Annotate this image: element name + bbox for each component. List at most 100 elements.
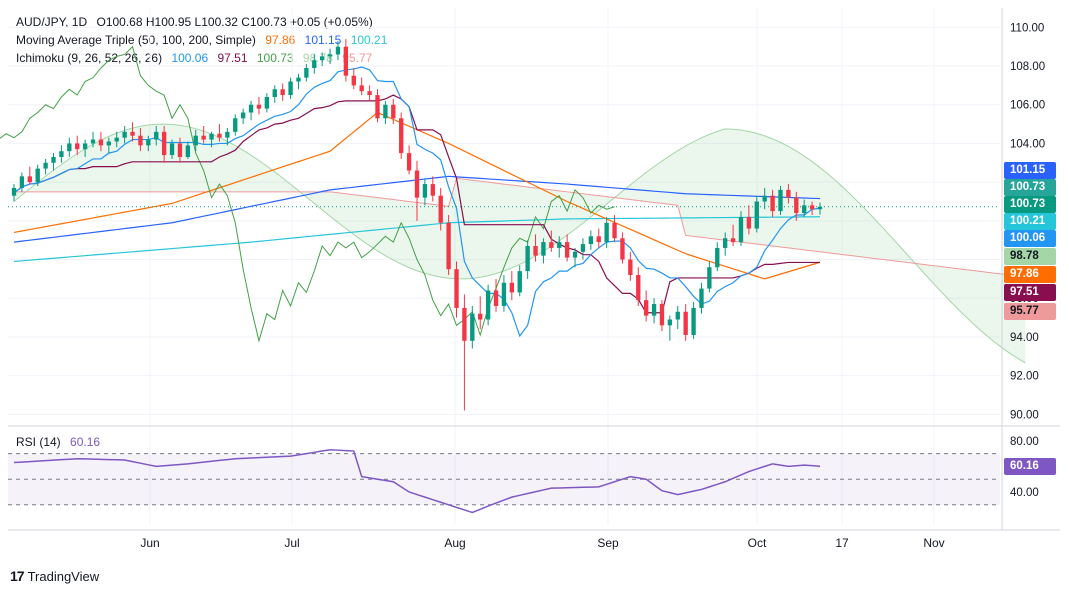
- symbol-label: AUD/JPY, 1D: [16, 15, 88, 29]
- candle: [628, 251, 633, 281]
- candle: [604, 216, 609, 248]
- candle-body: [817, 206, 823, 210]
- candle: [130, 122, 135, 142]
- candle: [90, 131, 96, 148]
- candle: [414, 160, 420, 221]
- candle: [122, 126, 127, 144]
- time-tick-label: Oct: [748, 536, 767, 550]
- candle-body: [177, 143, 183, 157]
- candle-body: [367, 91, 372, 96]
- candle-body: [296, 77, 301, 82]
- candle-body: [11, 187, 17, 196]
- candle: [161, 126, 167, 163]
- candle: [406, 145, 412, 175]
- candle: [478, 296, 483, 330]
- candle-body: [675, 311, 680, 320]
- brand-name: TradingView: [27, 568, 100, 584]
- candle: [588, 230, 594, 250]
- candle: [454, 261, 459, 318]
- price-axis-tag: 97.51: [1004, 284, 1056, 301]
- candle: [98, 131, 104, 152]
- candle-body: [383, 104, 388, 119]
- candle: [462, 294, 467, 411]
- candle-body: [217, 133, 222, 138]
- candle: [367, 85, 372, 101]
- candle: [754, 195, 759, 233]
- candle-body: [288, 81, 293, 96]
- candle: [762, 187, 767, 210]
- legend-line-ichimoku: Ichimoku (9, 26, 52, 26, 26) 100.06 97.5…: [16, 50, 378, 66]
- candle-body: [122, 131, 127, 138]
- candle-body: [557, 242, 562, 248]
- candle: [786, 184, 791, 204]
- candle: [201, 126, 206, 144]
- candle-body: [359, 85, 364, 92]
- candle-body: [327, 54, 333, 57]
- candle-body: [541, 242, 546, 256]
- candle: [557, 236, 562, 258]
- candle-body: [185, 145, 191, 157]
- candle-body: [169, 143, 175, 156]
- candle: [35, 164, 40, 187]
- price-tick-label: 104.00: [1010, 138, 1045, 150]
- candle-body: [225, 131, 230, 138]
- candle-body: [19, 176, 25, 188]
- candle: [320, 52, 325, 67]
- candle: [501, 275, 507, 312]
- candle-body: [280, 89, 285, 96]
- candle: [485, 284, 491, 326]
- candle-body: [82, 143, 88, 150]
- candle-body: [391, 104, 396, 119]
- time-tick-label: Sep: [597, 536, 619, 550]
- candle: [723, 232, 728, 256]
- candle-body: [470, 313, 475, 341]
- candle: [138, 127, 143, 152]
- candle-body: [114, 137, 119, 142]
- candle-body: [106, 141, 111, 146]
- candle-body: [549, 242, 554, 248]
- candle-body: [620, 238, 625, 260]
- price-axis-tag: 100.73: [1004, 179, 1056, 196]
- candle: [304, 64, 309, 82]
- ichimoku-label: Ichimoku (9, 26, 52, 26, 26): [16, 51, 163, 65]
- price-axis-tag: 101.15: [1004, 162, 1056, 179]
- candle: [359, 77, 364, 96]
- candle-body: [351, 75, 356, 86]
- ichimoku-base-line: [13, 94, 820, 314]
- candle-body: [809, 205, 815, 210]
- price-axis-tag: 97.86: [1004, 266, 1056, 283]
- candle: [730, 224, 736, 246]
- candle: [809, 201, 815, 216]
- candle-body: [596, 236, 601, 243]
- candle: [51, 153, 56, 171]
- ichimoku-lagging-line: [0, 45, 615, 343]
- candle: [288, 77, 293, 99]
- candle-body: [723, 238, 728, 248]
- candle-body: [446, 222, 451, 270]
- time-tick-label: Jul: [284, 536, 299, 550]
- candle: [185, 141, 191, 159]
- candle-body: [754, 201, 759, 229]
- legend-line-rsi: RSI (14) 60.16: [16, 434, 106, 450]
- candle-body: [651, 304, 657, 316]
- candle: [106, 137, 111, 154]
- candle: [154, 126, 159, 146]
- candle-body: [667, 319, 673, 326]
- rsi-tick-label: 40.00: [1010, 487, 1039, 499]
- ohlc-values: O100.68 H100.95 L100.32 C100.73 +0.05 (+…: [96, 15, 373, 29]
- candle: [312, 54, 317, 74]
- candle: [240, 108, 246, 125]
- ichimoku-cloud: [14, 124, 1026, 363]
- candle: [612, 215, 617, 243]
- candle: [533, 234, 538, 262]
- candle: [67, 137, 72, 157]
- tradingview-logo[interactable]: 17 TradingView: [10, 568, 99, 584]
- ma50-value: 97.86: [265, 33, 296, 47]
- candle-body: [628, 259, 633, 276]
- candle-body: [320, 56, 325, 61]
- candle-body: [604, 222, 609, 243]
- candle: [343, 38, 349, 82]
- ma200-value: 100.21: [350, 33, 388, 47]
- candle-body: [509, 282, 514, 293]
